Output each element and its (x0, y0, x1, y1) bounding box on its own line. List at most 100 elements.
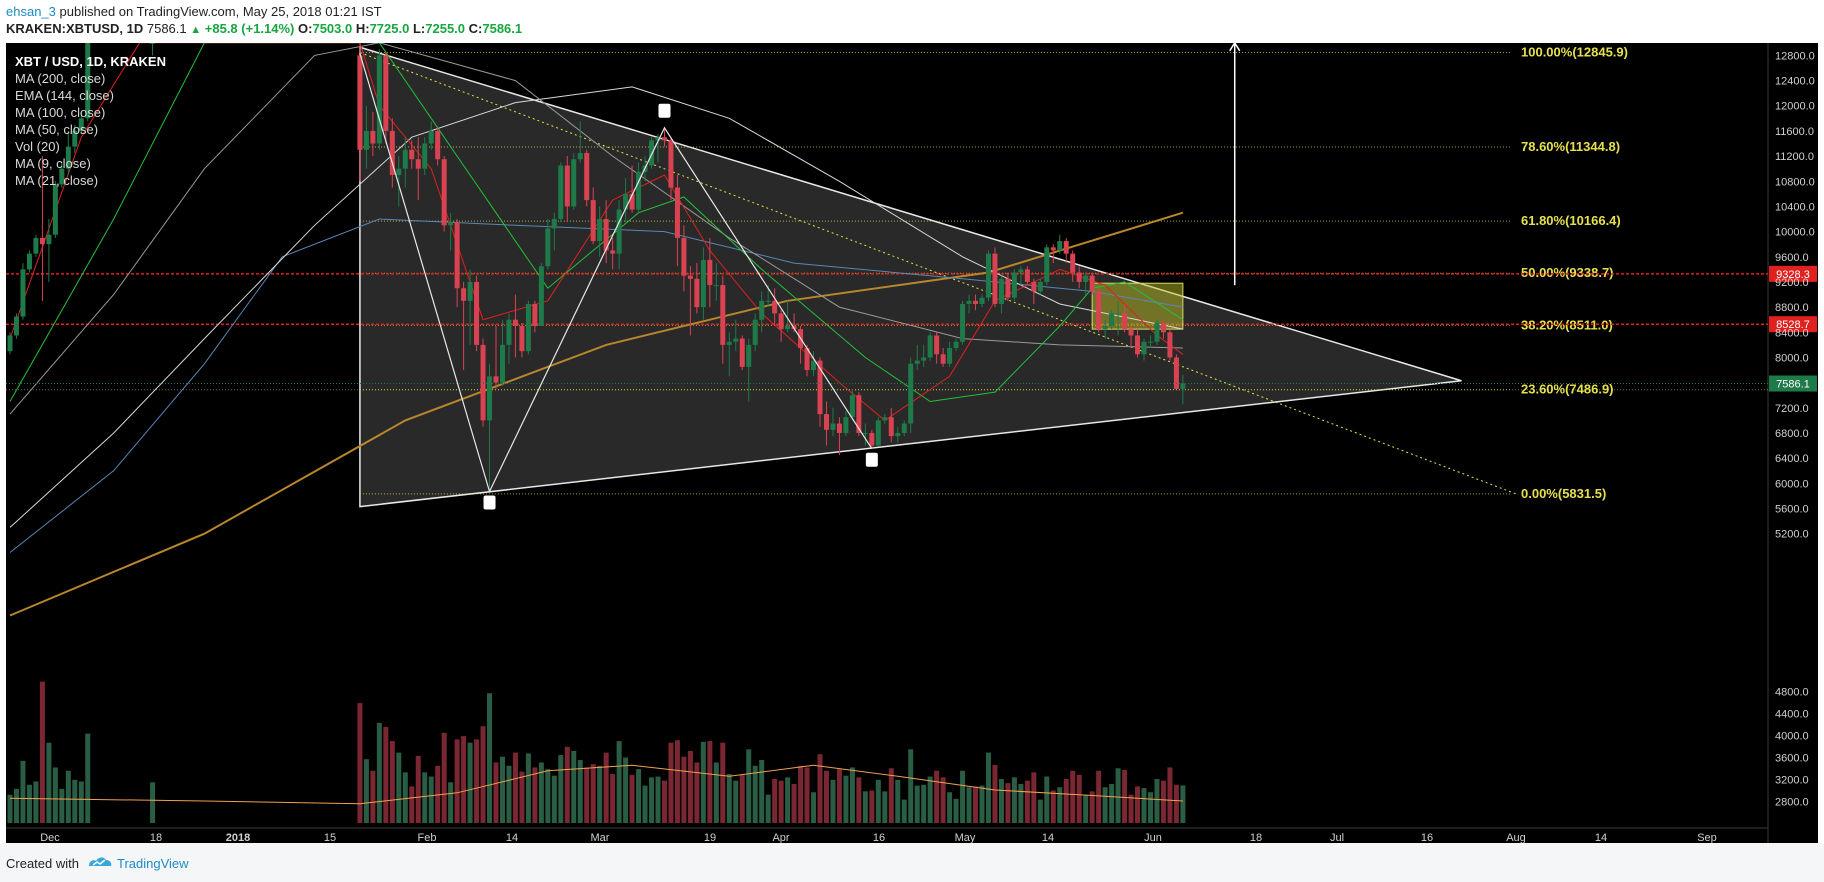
candle-body[interactable] (713, 285, 719, 287)
candle-body[interactable] (778, 313, 784, 330)
candle-body[interactable] (843, 417, 849, 433)
candle-body[interactable] (1011, 272, 1017, 298)
candle-body[interactable] (973, 300, 979, 304)
candle-body[interactable] (357, 55, 363, 150)
candle-body[interactable] (525, 303, 531, 352)
legend-title[interactable]: XBT / USD, 1D, KRAKEN (15, 54, 166, 69)
legend-ma100[interactable]: MA (100, close) (15, 105, 106, 120)
candle-body[interactable] (1154, 322, 1160, 342)
candle-body[interactable] (1005, 278, 1011, 298)
candle-body[interactable] (1057, 241, 1063, 251)
legend-volume[interactable]: Vol (20) (15, 139, 60, 154)
price-chart[interactable]: 100.00%(12845.9) 78.60%(11344.8) 61.80%(10… (6, 41, 1818, 844)
author-link[interactable]: ehsan_3 (6, 4, 56, 19)
candle-body[interactable] (415, 159, 421, 169)
candle-body[interactable] (752, 319, 758, 345)
candle-body[interactable] (940, 354, 946, 364)
candle-body[interactable] (636, 171, 642, 210)
candle-body[interactable] (467, 281, 473, 301)
candle-body[interactable] (33, 237, 39, 254)
candle-body[interactable] (409, 149, 415, 160)
candle-body[interactable] (487, 376, 493, 421)
candle-body[interactable] (888, 417, 894, 437)
candle-body[interactable] (538, 266, 544, 326)
candle-body[interactable] (694, 278, 700, 308)
candle-body[interactable] (1173, 357, 1179, 389)
candle-body[interactable] (1102, 325, 1108, 330)
candle-body[interactable] (46, 234, 52, 245)
candle-body[interactable] (1160, 322, 1166, 333)
candle-body[interactable] (564, 165, 570, 207)
candle-body[interactable] (428, 130, 434, 144)
candle-body[interactable] (823, 414, 829, 430)
candle-body[interactable] (921, 357, 927, 361)
candle-body[interactable] (603, 219, 609, 251)
legend-ma9[interactable]: MA (9, close) (15, 156, 91, 171)
candle-body[interactable] (914, 360, 920, 364)
candle-body[interactable] (629, 193, 635, 210)
chart-area[interactable]: 100.00%(12845.9) 78.60%(11344.8) 61.80%(10… (6, 41, 1818, 844)
candle-body[interactable] (65, 146, 71, 169)
candle-body[interactable] (610, 250, 616, 254)
candle-body[interactable] (1122, 313, 1128, 330)
legend-ma50[interactable]: MA (50, close) (15, 122, 99, 137)
tradingview-logo-icon[interactable] (87, 854, 113, 870)
candle-body[interactable] (953, 341, 959, 349)
candle-body[interactable] (979, 297, 985, 304)
candle-body[interactable] (998, 278, 1004, 304)
tradingview-link[interactable]: TradingView (117, 856, 189, 871)
candle-body[interactable] (363, 130, 369, 150)
abcd-pattern-line[interactable] (359, 53, 873, 494)
candle-body[interactable] (1180, 383, 1186, 389)
candle-body[interactable] (687, 275, 693, 279)
candle-body[interactable] (396, 168, 402, 175)
candle-body[interactable] (551, 219, 557, 229)
candle-body[interactable] (623, 193, 629, 210)
candle-body[interactable] (52, 184, 58, 235)
candle-body[interactable] (811, 360, 817, 371)
candle-body[interactable] (480, 344, 486, 421)
candle-body[interactable] (765, 300, 771, 302)
candle-body[interactable] (1128, 329, 1134, 336)
candle-body[interactable] (960, 303, 966, 342)
candle-body[interactable] (733, 338, 739, 342)
candle-body[interactable] (519, 325, 525, 352)
candle-body[interactable] (85, 42, 91, 119)
candle-body[interactable] (746, 344, 752, 367)
candle-body[interactable] (1037, 281, 1043, 292)
candle-body[interactable] (590, 200, 596, 242)
candle-body[interactable] (739, 338, 745, 367)
candle-body[interactable] (26, 253, 32, 270)
candle-body[interactable] (577, 152, 583, 160)
candle-body[interactable] (1167, 332, 1173, 358)
candle-body[interactable] (927, 335, 933, 358)
candle-body[interactable] (571, 159, 577, 207)
candle-body[interactable] (1147, 341, 1153, 343)
candle-body[interactable] (512, 319, 518, 326)
candle-body[interactable] (966, 300, 972, 304)
candle-body[interactable] (72, 130, 78, 147)
candle-body[interactable] (389, 130, 395, 175)
candle-body[interactable] (441, 159, 447, 226)
candle-body[interactable] (448, 222, 454, 226)
candle-body[interactable] (39, 237, 45, 245)
candle-body[interactable] (830, 423, 836, 430)
candle-body[interactable] (681, 237, 687, 276)
legend-ema144[interactable]: EMA (144, close) (15, 88, 114, 103)
candle-body[interactable] (1109, 313, 1115, 326)
candle-body[interactable] (454, 222, 460, 289)
candle-body[interactable] (849, 395, 855, 418)
candle-body[interactable] (1024, 269, 1030, 282)
candle-body[interactable] (558, 165, 564, 220)
candle-body[interactable] (772, 300, 778, 314)
candle-body[interactable] (862, 432, 868, 434)
candle-body[interactable] (836, 423, 842, 433)
candle-body[interactable] (499, 344, 505, 383)
candle-body[interactable] (1063, 241, 1069, 254)
candle-body[interactable] (1076, 272, 1082, 282)
candle-body[interactable] (78, 118, 84, 131)
candle-body[interactable] (7, 335, 13, 352)
candle-body[interactable] (882, 417, 888, 421)
candle-body[interactable] (461, 288, 467, 301)
candle-body[interactable] (1115, 313, 1121, 315)
